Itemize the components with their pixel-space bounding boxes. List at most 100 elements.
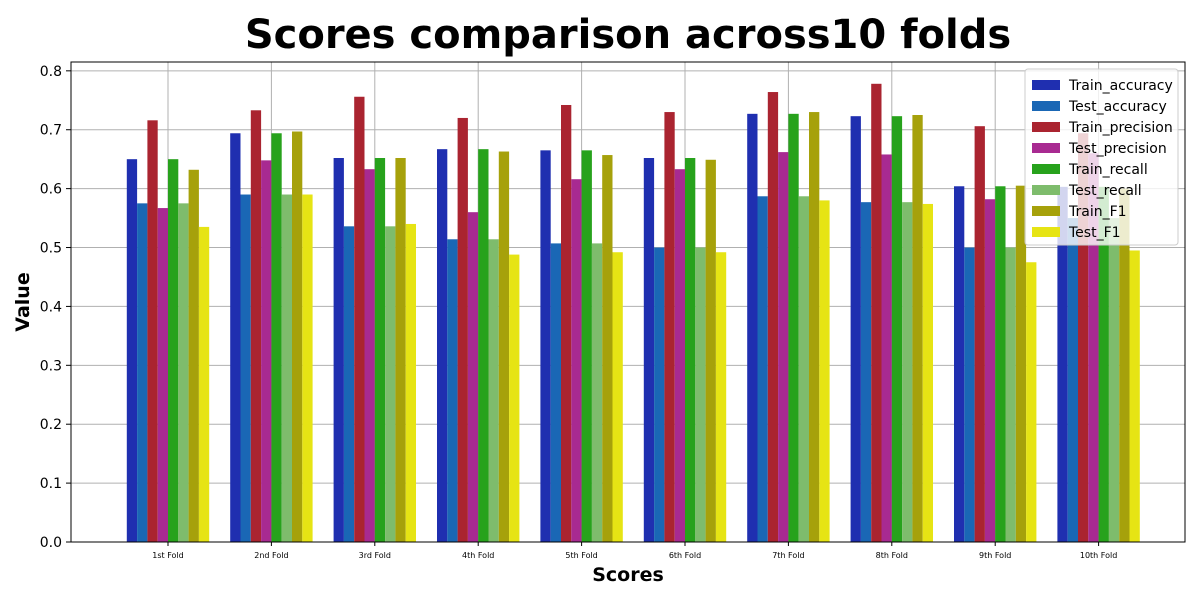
bar <box>261 160 272 542</box>
bar <box>685 158 696 542</box>
bar <box>333 158 344 542</box>
legend-box <box>1024 68 1179 246</box>
bar <box>1067 218 1078 543</box>
legend-label: Train_recall <box>1068 162 1148 178</box>
bar <box>715 252 727 542</box>
bar <box>178 203 189 543</box>
x-tick-label: 9th Fold <box>979 551 1011 560</box>
legend-label: Test_precision <box>1068 141 1167 157</box>
bar <box>1057 186 1068 543</box>
y-axis-label: Value <box>12 272 34 331</box>
bar <box>747 113 758 543</box>
bar <box>478 149 489 542</box>
bar <box>809 112 820 543</box>
bar <box>168 159 179 542</box>
y-tick-label: 0.4 <box>40 299 62 315</box>
bar <box>364 169 375 542</box>
legend-swatch <box>1032 101 1060 111</box>
legend-swatch <box>1032 185 1060 195</box>
bar <box>198 226 210 543</box>
y-tick-label: 0.5 <box>40 241 62 257</box>
bar <box>674 169 685 542</box>
legend-swatch <box>1032 164 1060 174</box>
bar <box>488 239 499 543</box>
bar <box>995 186 1006 542</box>
bar <box>1098 186 1109 543</box>
bar <box>1088 153 1099 543</box>
bar <box>240 194 251 543</box>
legend-label: Train_F1 <box>1068 204 1127 220</box>
bar <box>602 155 613 542</box>
bars <box>126 83 1140 543</box>
bar <box>695 247 706 542</box>
legend-swatch <box>1032 227 1060 237</box>
bar <box>1108 218 1120 543</box>
legend-swatch <box>1032 206 1060 216</box>
x-tick-label: 6th Fold <box>669 551 701 560</box>
bar <box>788 113 799 543</box>
x-tick-label: 5th Fold <box>565 551 597 560</box>
bar <box>126 159 138 542</box>
y-tick-label: 0.6 <box>40 182 62 198</box>
x-axis: 1st Fold 2nd Fold 3rd Fold 4th Fold 5th Fold… <box>152 542 1117 560</box>
bar <box>964 247 975 542</box>
bar <box>561 104 572 542</box>
legend-swatch <box>1032 80 1060 90</box>
bar <box>850 116 861 542</box>
legend-label: Test_accuracy <box>1068 99 1167 115</box>
bar <box>405 223 416 542</box>
bar <box>819 200 830 542</box>
y-tick-label: 0.2 <box>40 417 62 433</box>
legend-swatch <box>1032 122 1060 132</box>
legend-label: Train_precision <box>1068 120 1173 136</box>
bar <box>540 150 551 542</box>
bar <box>705 159 716 542</box>
legend-label: Train_accuracy <box>1068 78 1173 94</box>
bar <box>591 243 603 542</box>
legend: Train_accuracy Test_accuracy Train_precisi… <box>1024 68 1179 246</box>
bar <box>757 196 768 542</box>
bar <box>798 196 809 542</box>
bar <box>509 254 520 542</box>
bar <box>1119 188 1130 542</box>
bar <box>912 115 923 542</box>
bar <box>767 92 779 543</box>
bar <box>437 149 448 542</box>
chart-title: Scores comparison across10 folds <box>245 12 1011 58</box>
bar <box>281 194 292 543</box>
bar <box>250 110 262 542</box>
x-tick-label: 3rd Fold <box>359 551 391 560</box>
bar <box>984 199 996 542</box>
x-tick-label: 7th Fold <box>772 551 804 560</box>
bar <box>354 96 365 542</box>
bar <box>954 186 965 542</box>
bar <box>447 239 458 543</box>
x-tick-label: 1st Fold <box>152 551 183 560</box>
bar <box>137 203 148 543</box>
bar <box>188 169 199 542</box>
bar <box>395 158 406 542</box>
bar <box>1015 185 1027 543</box>
bar <box>871 83 882 542</box>
bar <box>571 179 582 542</box>
legend-swatch <box>1032 143 1060 153</box>
x-tick-label: 8th Fold <box>876 551 908 560</box>
bar <box>974 126 985 542</box>
bar <box>230 133 241 543</box>
x-tick-label: 4th Fold <box>462 551 494 560</box>
bar <box>550 243 561 542</box>
x-tick-label: 10th Fold <box>1080 551 1117 560</box>
bar <box>902 202 913 542</box>
y-tick-label: 0.3 <box>40 358 62 374</box>
y-tick-label: 0.8 <box>40 64 62 80</box>
legend-label: Test_recall <box>1068 183 1142 199</box>
y-axis: 0.0 0.1 0.2 0.3 0.4 0.5 0.6 0.7 0.8 <box>40 64 71 551</box>
bar <box>922 203 933 542</box>
bar <box>1026 262 1037 542</box>
bar <box>271 133 282 543</box>
bar <box>643 158 655 542</box>
bar <box>860 202 872 542</box>
y-tick-label: 0.0 <box>40 535 62 551</box>
x-axis-label: Scores <box>592 564 664 586</box>
